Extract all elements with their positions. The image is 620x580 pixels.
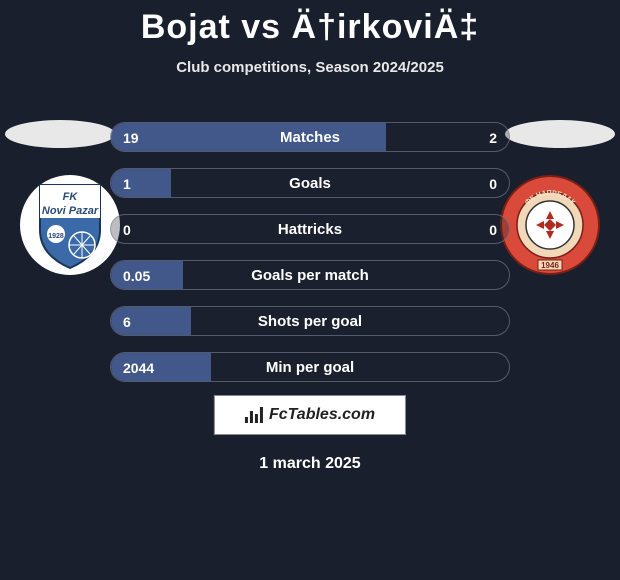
stats-panel: 192Matches 10Goals 00Hattricks 0.05Goals pe… xyxy=(110,122,510,398)
stat-label: Goals xyxy=(111,169,509,198)
badge-left-year: 1928 xyxy=(48,233,64,240)
stat-label: Hattricks xyxy=(111,215,509,244)
stat-label: Matches xyxy=(111,123,509,152)
stat-row: 192Matches xyxy=(110,122,510,152)
badge-shadow-right xyxy=(505,120,615,148)
team-badge-right: ФК НАПРЕДАК 1946 xyxy=(500,175,600,275)
stat-row: 2044Min per goal xyxy=(110,352,510,382)
badge-right-year: 1946 xyxy=(541,261,559,270)
stat-label: Goals per match xyxy=(111,261,509,290)
stat-label: Min per goal xyxy=(111,353,509,382)
attribution-box[interactable]: FcTables.com xyxy=(214,395,406,435)
badge-left-name: Novi Pazar xyxy=(42,205,99,217)
badge-shadow-left xyxy=(5,120,115,148)
team-badge-left: FK Novi Pazar 1928 xyxy=(20,175,120,275)
stat-row: 10Goals xyxy=(110,168,510,198)
crest-icon: ФК НАПРЕДАК 1946 xyxy=(500,175,600,275)
page-subtitle: Club competitions, Season 2024/2025 xyxy=(0,59,620,76)
page-title: Bojat vs Ä†irkoviÄ‡ xyxy=(0,0,620,47)
shield-icon: FK Novi Pazar 1928 xyxy=(30,180,110,270)
stat-row: 0.05Goals per match xyxy=(110,260,510,290)
stat-row: 6Shots per goal xyxy=(110,306,510,336)
attribution-label: FcTables.com xyxy=(269,406,375,424)
badge-left-circle: FK Novi Pazar 1928 xyxy=(20,175,120,275)
badge-left-fk: FK xyxy=(63,191,79,203)
stat-row: 00Hattricks xyxy=(110,214,510,244)
stat-label: Shots per goal xyxy=(111,307,509,336)
date-label: 1 march 2025 xyxy=(0,455,620,473)
chart-bars-icon xyxy=(245,407,263,423)
